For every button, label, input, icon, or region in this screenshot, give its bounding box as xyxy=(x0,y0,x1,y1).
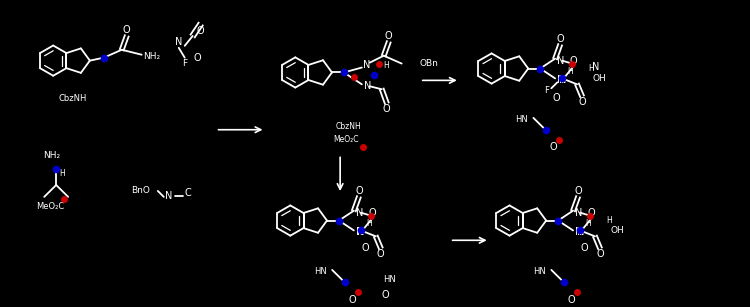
Text: O: O xyxy=(194,53,202,63)
Text: N: N xyxy=(575,208,583,218)
Text: HN: HN xyxy=(314,267,326,276)
Text: O: O xyxy=(578,97,586,107)
Text: N: N xyxy=(175,37,182,47)
Text: H: H xyxy=(59,169,65,178)
Text: F: F xyxy=(544,86,549,95)
Text: O: O xyxy=(580,243,588,253)
Text: O: O xyxy=(348,294,356,305)
Text: N: N xyxy=(356,208,364,218)
Text: O: O xyxy=(596,249,604,259)
Text: O: O xyxy=(569,56,577,66)
Text: CbzNH: CbzNH xyxy=(58,94,86,103)
Text: N: N xyxy=(575,227,583,237)
Text: H: H xyxy=(567,67,573,76)
Text: F: F xyxy=(182,59,188,68)
Text: O: O xyxy=(355,186,363,196)
Text: O: O xyxy=(383,104,391,114)
Text: O: O xyxy=(553,93,560,103)
Text: N: N xyxy=(592,61,600,72)
Text: MeO₂C: MeO₂C xyxy=(333,135,358,144)
Text: O: O xyxy=(550,142,557,153)
Text: O: O xyxy=(368,208,376,218)
Text: N: N xyxy=(357,227,364,237)
Text: O: O xyxy=(123,25,130,35)
Text: HN: HN xyxy=(533,267,546,276)
Text: N: N xyxy=(364,81,371,91)
Text: O: O xyxy=(587,208,595,218)
Text: H: H xyxy=(585,219,591,228)
Text: N: N xyxy=(557,75,565,85)
Text: N: N xyxy=(356,227,364,237)
Text: HN: HN xyxy=(383,275,396,284)
Text: O: O xyxy=(574,186,582,196)
Text: O: O xyxy=(556,34,564,44)
Text: HN: HN xyxy=(515,115,528,124)
Text: H: H xyxy=(383,61,388,70)
Text: N: N xyxy=(557,56,565,66)
Text: O: O xyxy=(377,249,385,259)
Text: BnO: BnO xyxy=(131,186,150,196)
Text: O: O xyxy=(568,294,575,305)
Text: C: C xyxy=(184,188,191,198)
Text: NH₂: NH₂ xyxy=(43,151,60,160)
Text: OH: OH xyxy=(610,226,624,235)
Text: NH₂: NH₂ xyxy=(143,52,160,61)
Text: O: O xyxy=(385,31,392,41)
Text: N: N xyxy=(577,227,584,237)
Text: O: O xyxy=(362,243,369,253)
Text: H: H xyxy=(606,216,612,225)
Text: OH: OH xyxy=(592,74,606,83)
Text: H: H xyxy=(366,219,372,228)
Text: OBn: OBn xyxy=(420,59,439,68)
Text: H: H xyxy=(588,64,594,73)
Text: N: N xyxy=(559,75,566,85)
Text: N: N xyxy=(165,191,172,201)
Text: N: N xyxy=(363,60,370,70)
Text: O: O xyxy=(196,26,205,36)
Text: MeO₂C: MeO₂C xyxy=(36,202,64,211)
Text: CbzNH: CbzNH xyxy=(335,122,361,131)
Text: O: O xyxy=(381,290,388,300)
